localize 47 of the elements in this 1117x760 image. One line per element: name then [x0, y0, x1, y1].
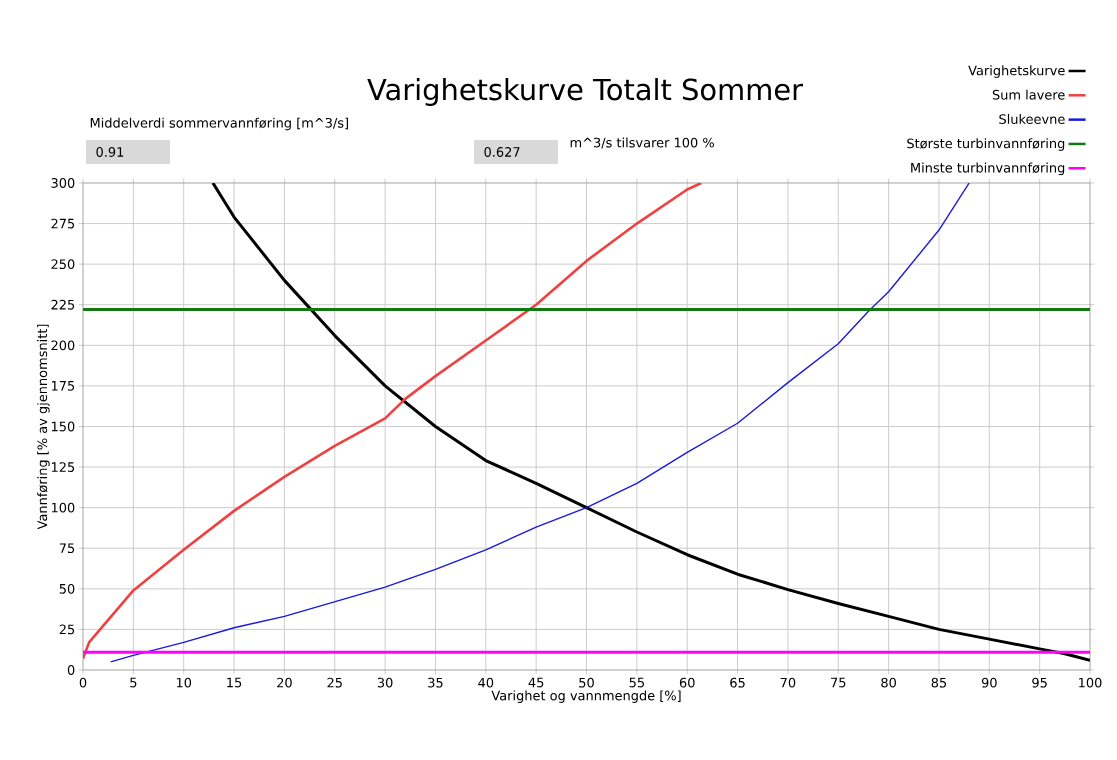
legend-label: Slukeevne — [999, 113, 1065, 124]
x-tick-label: 65 — [730, 677, 745, 688]
x-tick-label: 35 — [428, 677, 443, 688]
y-tick-label: 125 — [51, 462, 75, 472]
x-tick-label: 80 — [881, 677, 896, 688]
y-tick-label: 250 — [51, 259, 75, 270]
x-tick-label: 10 — [176, 677, 192, 688]
x-tick-label: 0 — [79, 677, 87, 688]
x-tick-label: 45 — [528, 677, 544, 688]
y-tick-label: 200 — [51, 340, 75, 351]
x-tick-label: 40 — [478, 677, 494, 688]
text: Middelverdi sommervannføring [m^3/s] — [90, 117, 348, 131]
chart-title: Varighetskurve Totalt Sommer — [367, 78, 803, 106]
y-tick-label: 275 — [51, 218, 75, 229]
line-series — [83, 182, 703, 660]
legend-label: Største turbinvannføring — [907, 138, 1065, 151]
x-tick-label: 70 — [780, 677, 796, 688]
y-tick-label: 300 — [51, 178, 75, 188]
y-tick-label: 225 — [51, 299, 75, 310]
y-tick-label: 75 — [59, 543, 75, 554]
x-tick-label: 20 — [277, 677, 292, 688]
x-tick-label: 15 — [227, 677, 242, 688]
y-tick-label: 50 — [59, 583, 75, 594]
text: 0.627 — [484, 147, 520, 157]
x-tick-label: 75 — [831, 677, 846, 688]
y-tick-label: 175 — [51, 381, 75, 391]
x-tick-label: 100 — [1079, 677, 1102, 688]
y-axis-title: Vannføring [% av gjennomsnitt] — [37, 324, 50, 530]
x-tick-label: 30 — [377, 677, 393, 688]
x-tick-label: 50 — [579, 677, 594, 688]
y-tick-label: 100 — [51, 502, 75, 513]
legend-label: Sum lavere — [992, 89, 1065, 100]
x-axis-title: Varighet og vannmengde [%] — [491, 690, 681, 703]
y-tick-label: 150 — [51, 421, 75, 432]
x-tick-label: 95 — [1032, 677, 1047, 688]
text: 0.91 — [96, 147, 124, 157]
x-tick-label: 55 — [629, 677, 644, 688]
legend-label: Varighetskurve — [968, 65, 1065, 78]
y-tick-label: 25 — [59, 624, 75, 635]
y-tick-label: 0 — [67, 665, 75, 675]
x-tick-label: 90 — [981, 677, 997, 688]
x-tick-label: 60 — [679, 677, 695, 688]
x-tick-label: 5 — [130, 677, 137, 688]
x-tick-label: 25 — [327, 677, 342, 688]
legend-label: Minste turbinvannføring — [911, 162, 1065, 176]
text: m^3/s tilsvarer 100 % — [570, 137, 714, 149]
x-tick-label: 85 — [931, 677, 947, 688]
